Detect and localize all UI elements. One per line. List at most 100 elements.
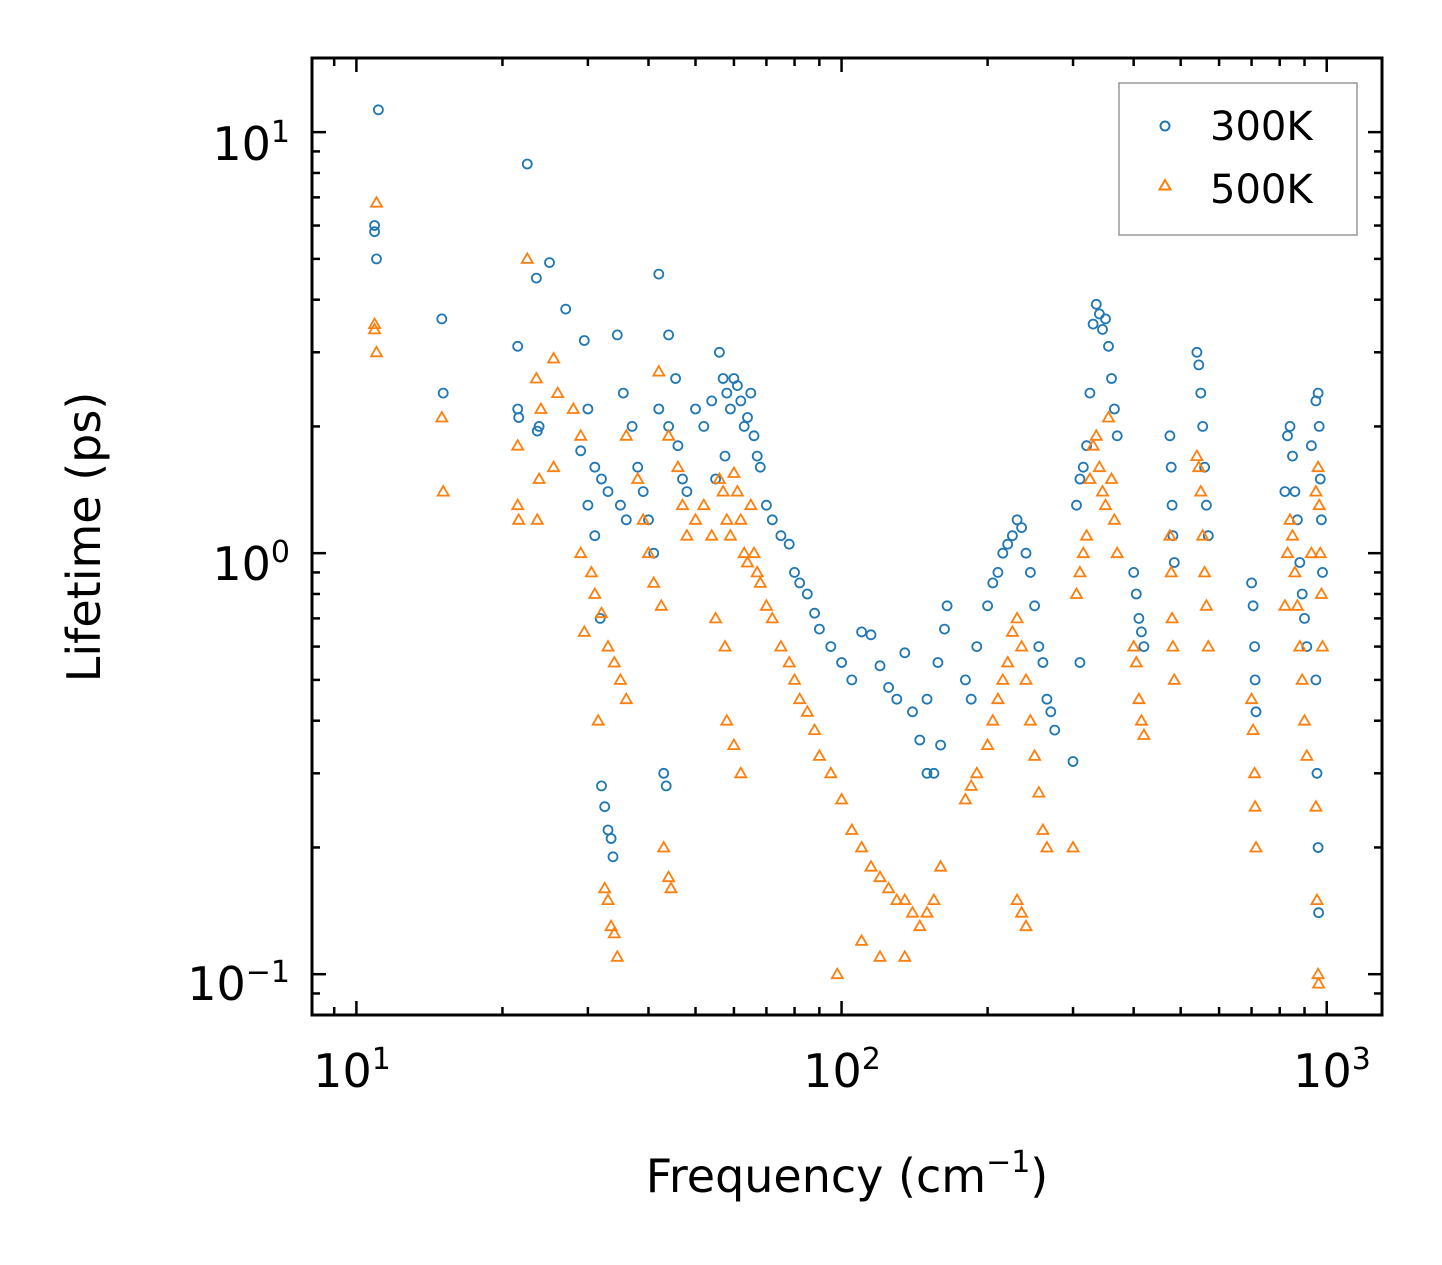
data-point-300k-119: [1090, 298, 1102, 310]
data-point-300k-49: [698, 420, 710, 432]
data-point-500k-112: [1039, 840, 1054, 853]
data-point-300k-17: [582, 403, 594, 415]
data-point-300k-83: [899, 647, 911, 659]
data-point-500k-105: [1010, 611, 1025, 624]
data-point-500k-138: [1165, 611, 1180, 624]
data-point-500k-38: [646, 575, 661, 588]
data-point-500k-9: [550, 385, 565, 398]
data-point-300k-105: [1025, 567, 1036, 578]
data-point-500k-20: [577, 624, 592, 637]
data-point-300k-109: [1041, 693, 1053, 705]
data-point-500k-122: [1086, 438, 1101, 451]
data-point-500k-66: [719, 713, 734, 726]
data-point-500k-35: [630, 471, 645, 484]
data-point-300k-5: [437, 387, 449, 399]
data-point-500k-136: [1162, 528, 1177, 541]
data-point-500k-19: [573, 545, 588, 559]
data-point-500k-88: [912, 918, 927, 932]
y-axis-title: Lifetime (ps): [57, 392, 111, 683]
data-point-300k-24: [582, 499, 594, 511]
data-point-300k-45: [681, 486, 693, 498]
data-point-300k-140: [1195, 387, 1207, 399]
data-point-500k-102: [995, 672, 1010, 685]
data-point-300k-48: [690, 403, 701, 415]
legend-label-300k: 300K: [1210, 104, 1314, 150]
data-point-500k-91: [933, 859, 948, 872]
data-point-500k-171: [1309, 892, 1325, 905]
data-point-300k-13: [533, 420, 545, 432]
data-point-300k-71: [794, 577, 806, 589]
data-point-300k-26: [594, 613, 606, 624]
data-point-300k-126: [1111, 430, 1123, 442]
data-point-500k-124: [1092, 459, 1107, 473]
data-point-300k-73: [809, 607, 820, 619]
data-point-500k-80: [844, 822, 859, 835]
data-point-500k-149: [1246, 722, 1261, 735]
data-point-300k-42: [670, 373, 681, 384]
data-point-300k-40: [663, 329, 674, 341]
data-point-300k-27: [599, 801, 611, 813]
data-point-500k-2: [367, 316, 382, 329]
data-point-500k-61: [746, 545, 762, 559]
data-point-300k-61: [748, 430, 760, 442]
data-point-500k-168: [1314, 586, 1329, 599]
data-point-300k-91: [932, 657, 944, 668]
data-point-500k-36: [636, 512, 651, 525]
data-point-500k-7: [529, 371, 544, 384]
data-point-500k-118: [1072, 565, 1087, 578]
data-point-500k-82: [863, 859, 879, 872]
x-tick-label-1: 101: [313, 1042, 391, 1098]
data-point-500k-115: [1018, 918, 1034, 932]
data-point-500k-77: [812, 748, 827, 761]
data-point-300k-74: [814, 623, 825, 635]
data-point-300k-69: [783, 538, 795, 550]
data-point-500k-72: [782, 655, 797, 668]
data-point-300k-57: [735, 395, 747, 407]
data-point-300k-113: [1071, 499, 1082, 511]
data-point-300k-67: [766, 514, 778, 526]
data-point-500k-145: [1197, 565, 1212, 578]
data-point-500k-166: [1312, 497, 1327, 511]
data-point-500k-98: [969, 766, 984, 779]
data-point-500k-154: [1280, 545, 1295, 559]
data-point-500k-123: [1089, 428, 1104, 441]
data-point-300k-130: [1133, 613, 1145, 624]
data-point-300k-147: [1249, 641, 1260, 652]
data-point-500k-63: [753, 575, 768, 588]
data-point-500k-48: [688, 512, 703, 525]
data-point-500k-12: [510, 438, 525, 451]
data-point-300k-21: [602, 486, 614, 498]
data-point-300k-76: [836, 657, 847, 668]
data-point-300k-157: [1296, 588, 1308, 600]
plot-frame: [310, 56, 1384, 1017]
legend-marker-300k: [1159, 120, 1171, 132]
data-point-300k-134: [1165, 461, 1177, 473]
data-point-500k-64: [708, 611, 723, 624]
data-point-500k-60: [743, 497, 758, 511]
data-point-500k-58: [737, 545, 752, 559]
data-point-300k-31: [607, 851, 619, 863]
data-point-500k-121: [1082, 471, 1097, 484]
data-point-300k-78: [856, 626, 867, 638]
data-point-300k-129: [1130, 588, 1142, 600]
data-point-500k-129: [1107, 512, 1122, 525]
data-point-300k-50: [706, 395, 718, 407]
data-point-500k-134: [1134, 713, 1149, 726]
data-point-500k-75: [800, 704, 815, 717]
data-point-300k-103: [1016, 522, 1027, 533]
data-point-500k-164: [1308, 484, 1323, 497]
data-point-300k-117: [1084, 387, 1096, 399]
data-point-500k-26: [613, 672, 628, 685]
data-point-500k-59: [740, 555, 755, 568]
data-point-300k-12: [513, 412, 525, 423]
data-point-500k-161: [1297, 713, 1312, 726]
data-point-300k-65: [719, 450, 731, 462]
data-point-500k-30: [600, 892, 616, 905]
data-point-300k-97: [987, 577, 999, 589]
points-layer: [367, 104, 1330, 989]
data-point-500k-52: [716, 484, 731, 497]
data-point-300k-4: [436, 313, 448, 325]
data-point-300k-115: [1077, 461, 1089, 473]
data-point-500k-97: [964, 778, 979, 791]
